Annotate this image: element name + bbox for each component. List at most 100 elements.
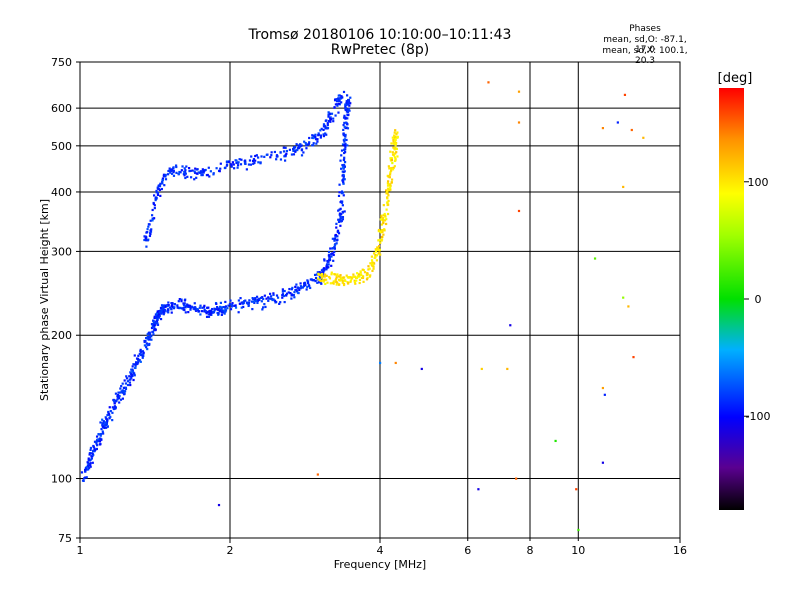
trace-point (380, 239, 383, 242)
trace-point (324, 273, 327, 276)
trace-point (393, 139, 397, 143)
trace-point (382, 233, 385, 236)
trace-point (367, 268, 370, 271)
scatter-point (627, 305, 630, 308)
trace-point (392, 138, 395, 142)
trace-point (131, 370, 134, 373)
trace-point (323, 275, 326, 278)
trace-point (394, 142, 397, 145)
trace-point (99, 432, 103, 436)
trace-point (279, 158, 283, 161)
trace-point (344, 142, 347, 145)
trace-point (199, 170, 202, 173)
trace-point (337, 94, 340, 97)
trace-point (87, 465, 90, 468)
trace-point (85, 468, 89, 471)
scatter-point (642, 136, 645, 139)
trace-point (317, 272, 320, 275)
trace-point (314, 279, 317, 283)
trace-point (90, 457, 93, 460)
trace-point (344, 107, 347, 110)
trace-point (333, 239, 336, 242)
trace-point (109, 415, 112, 419)
trace-point (333, 273, 337, 276)
trace-point (178, 170, 181, 174)
trace-point (343, 178, 346, 181)
trace-point (121, 397, 124, 400)
x-tick-label: 2 (227, 544, 234, 557)
trace-point (223, 310, 226, 313)
trace-point (349, 96, 352, 99)
trace-point (344, 103, 347, 106)
trace-point (345, 138, 348, 142)
trace-point (340, 213, 343, 216)
trace-point (341, 179, 344, 182)
trace-point (389, 171, 392, 174)
trace-point (177, 172, 180, 176)
scatter-point (480, 367, 483, 371)
trace-point (332, 280, 335, 283)
trace-point (281, 290, 284, 293)
trace-point (262, 297, 265, 301)
trace-point (341, 96, 344, 99)
trace-point (119, 387, 122, 390)
trace-point (160, 312, 163, 315)
trace-point (253, 301, 256, 305)
trace-point (151, 208, 154, 212)
trace-point (187, 304, 190, 307)
trace-point (252, 300, 255, 303)
trace-point (212, 310, 215, 314)
trace-point (352, 275, 355, 278)
trace-point (323, 259, 326, 262)
trace-point (387, 175, 390, 178)
trace-point (339, 200, 343, 203)
trace-point (109, 410, 112, 413)
trace-point (237, 311, 240, 314)
trace-point (344, 126, 348, 130)
trace-point (342, 182, 345, 185)
trace-point (394, 157, 397, 161)
trace-point (187, 305, 190, 308)
x-tick-label: 10 (571, 544, 585, 557)
trace-point (345, 101, 348, 105)
trace-point (309, 286, 312, 290)
trace-point (377, 245, 381, 248)
trace-point (353, 279, 356, 282)
trace-point (98, 438, 101, 441)
trace-point (183, 167, 186, 170)
trace-point (368, 267, 371, 270)
trace-point (236, 166, 239, 169)
trace-point (377, 228, 381, 232)
trace-point (275, 154, 279, 157)
trace-point (354, 282, 357, 285)
trace-point (142, 351, 145, 354)
trace-point (128, 381, 132, 384)
trace-point (102, 432, 105, 435)
trace-point (360, 273, 363, 276)
trace-point (207, 166, 210, 169)
trace-point (224, 166, 227, 169)
trace-point (370, 259, 374, 262)
trace-point (313, 273, 317, 277)
trace-point (116, 395, 119, 398)
trace-point (346, 108, 349, 111)
trace-point (162, 304, 166, 307)
trace-point (157, 184, 160, 187)
trace-point (324, 282, 327, 286)
trace-point (335, 242, 338, 245)
trace-point (183, 308, 186, 312)
trace-point (341, 216, 345, 219)
trace-point (342, 116, 346, 119)
trace-point (319, 134, 323, 137)
trace-point (306, 285, 309, 289)
trace-point (276, 155, 279, 158)
trace-point (223, 312, 226, 315)
trace-point (153, 316, 156, 319)
trace-point (158, 314, 161, 318)
trace-point (180, 300, 183, 303)
trace-point (81, 479, 85, 482)
trace-point (152, 194, 156, 197)
trace-point (344, 135, 347, 138)
trace-point (391, 151, 394, 154)
colorbar-unit-label: [deg] (718, 71, 753, 86)
